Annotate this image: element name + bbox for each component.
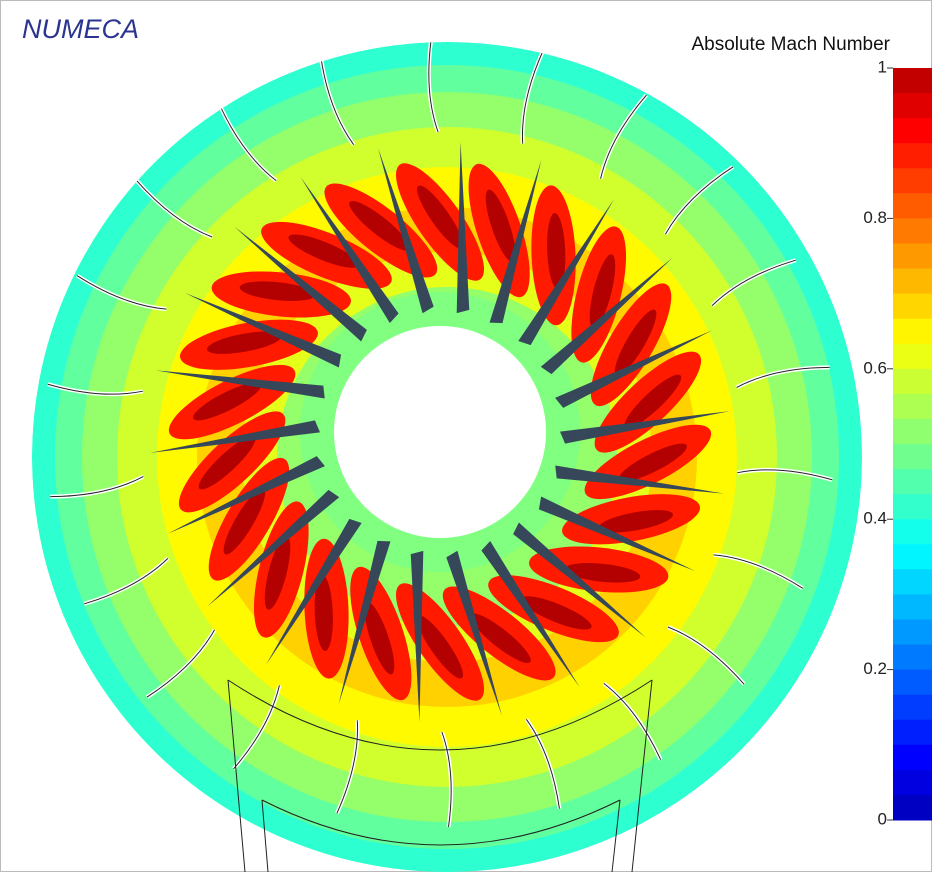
colorbar-band <box>893 670 932 696</box>
colorbar-band <box>893 193 932 219</box>
colorbar-band <box>893 494 932 520</box>
colorbar-tick-label: 0.2 <box>863 659 887 678</box>
colorbar-tick-label: 0 <box>878 809 887 828</box>
colorbar-band <box>893 795 932 821</box>
colorbar-band <box>893 770 932 796</box>
colorbar-band <box>893 745 932 771</box>
colorbar-band <box>893 143 932 169</box>
colorbar-band <box>893 294 932 320</box>
colorbar-band <box>893 720 932 746</box>
colorbar-band <box>893 168 932 194</box>
colorbar-band <box>893 344 932 370</box>
colorbar-band <box>893 469 932 495</box>
colorbar-band <box>893 319 932 345</box>
colorbar-band <box>893 68 932 94</box>
flow-field <box>32 37 862 872</box>
contour-plot <box>32 37 862 872</box>
colorbar-band <box>893 695 932 721</box>
hub <box>334 326 546 538</box>
colorbar-band <box>893 544 932 570</box>
colorbar-band <box>893 269 932 295</box>
colorbar-band <box>893 93 932 119</box>
colorbar-band <box>893 218 932 244</box>
colorbar-tick-label: 1 <box>878 57 887 76</box>
colorbar-band <box>893 419 932 445</box>
colorbar-band <box>893 569 932 595</box>
colorbar-band <box>893 594 932 620</box>
colorbar-band <box>893 619 932 645</box>
colorbar-tick-label: 0.4 <box>863 509 887 528</box>
colorbar-band <box>893 444 932 470</box>
colorbar-band <box>893 519 932 545</box>
colorbar-tick-label: 0.8 <box>863 208 887 227</box>
colorbar-band <box>893 369 932 395</box>
colorbar-tick-label: 0.6 <box>863 358 887 377</box>
colorbar-band <box>893 645 932 671</box>
colorbar-band <box>893 394 932 420</box>
logo: NUMECA <box>22 14 139 44</box>
colorbar-title: Absolute Mach Number <box>691 34 890 55</box>
colorbar-band <box>893 118 932 144</box>
screen: NUMECA Absolute Mach Number 0 0.2 0.4 0.6 0.… <box>0 0 932 872</box>
colorbar-band <box>893 243 932 269</box>
